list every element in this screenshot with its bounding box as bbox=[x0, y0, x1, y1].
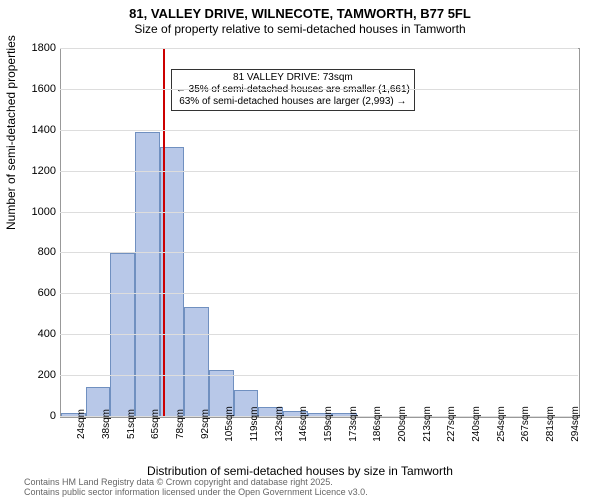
x-tick-label: 92sqm bbox=[200, 409, 211, 439]
y-tick-label: 1400 bbox=[16, 124, 56, 136]
x-tick-label: 38sqm bbox=[101, 409, 112, 439]
y-tick-label: 0 bbox=[16, 410, 56, 422]
y-tick-label: 1000 bbox=[16, 206, 56, 218]
x-tick-label: 254sqm bbox=[496, 406, 507, 442]
x-tick-label: 51sqm bbox=[126, 409, 137, 439]
y-tick-label: 200 bbox=[16, 369, 56, 381]
y-tick-label: 1200 bbox=[16, 165, 56, 177]
x-tick-label: 294sqm bbox=[570, 406, 581, 442]
x-tick-label: 159sqm bbox=[323, 406, 334, 442]
gridline bbox=[60, 171, 578, 172]
gridline bbox=[60, 48, 578, 49]
gridline bbox=[60, 334, 578, 335]
y-tick-label: 1800 bbox=[16, 42, 56, 54]
x-tick-label: 146sqm bbox=[298, 406, 309, 442]
chart-title: 81, VALLEY DRIVE, WILNECOTE, TAMWORTH, B… bbox=[0, 0, 600, 22]
x-tick-label: 227sqm bbox=[446, 406, 457, 442]
x-tick-label: 105sqm bbox=[224, 406, 235, 442]
x-tick-label: 65sqm bbox=[150, 409, 161, 439]
y-tick-label: 1600 bbox=[16, 83, 56, 95]
gridline bbox=[60, 252, 578, 253]
x-tick-label: 119sqm bbox=[249, 407, 260, 442]
x-tick-label: 213sqm bbox=[422, 406, 433, 442]
histogram-bar bbox=[110, 253, 135, 417]
x-tick-label: 173sqm bbox=[348, 406, 359, 442]
x-tick-label: 186sqm bbox=[372, 406, 383, 442]
x-axis-label: Distribution of semi-detached houses by … bbox=[0, 464, 600, 478]
footer-line2: Contains public sector information licen… bbox=[24, 488, 368, 498]
x-tick-label: 267sqm bbox=[520, 406, 531, 442]
x-tick-label: 240sqm bbox=[471, 406, 482, 442]
footer-attribution: Contains HM Land Registry data © Crown c… bbox=[24, 478, 368, 498]
reference-line bbox=[163, 49, 165, 417]
x-tick-label: 24sqm bbox=[76, 409, 87, 439]
annotation-line2: ← 35% of semi-detached houses are smalle… bbox=[176, 84, 410, 96]
x-tick-label: 78sqm bbox=[175, 409, 186, 439]
annotation-box: 81 VALLEY DRIVE: 73sqm← 35% of semi-deta… bbox=[171, 69, 415, 111]
gridline bbox=[60, 130, 578, 131]
x-tick-label: 132sqm bbox=[274, 406, 285, 442]
x-tick-label: 200sqm bbox=[397, 406, 408, 442]
gridline bbox=[60, 375, 578, 376]
gridline bbox=[60, 293, 578, 294]
annotation-line1: 81 VALLEY DRIVE: 73sqm bbox=[176, 72, 410, 84]
histogram-bar bbox=[184, 307, 209, 417]
gridline bbox=[60, 212, 578, 213]
annotation-line3: 63% of semi-detached houses are larger (… bbox=[176, 96, 410, 108]
x-tick-label: 281sqm bbox=[545, 406, 556, 442]
chart-plot-area: 81 VALLEY DRIVE: 73sqm← 35% of semi-deta… bbox=[60, 48, 580, 418]
y-tick-label: 400 bbox=[16, 328, 56, 340]
chart-subtitle: Size of property relative to semi-detach… bbox=[0, 22, 600, 40]
y-tick-label: 600 bbox=[16, 287, 56, 299]
gridline bbox=[60, 89, 578, 90]
y-tick-label: 800 bbox=[16, 246, 56, 258]
